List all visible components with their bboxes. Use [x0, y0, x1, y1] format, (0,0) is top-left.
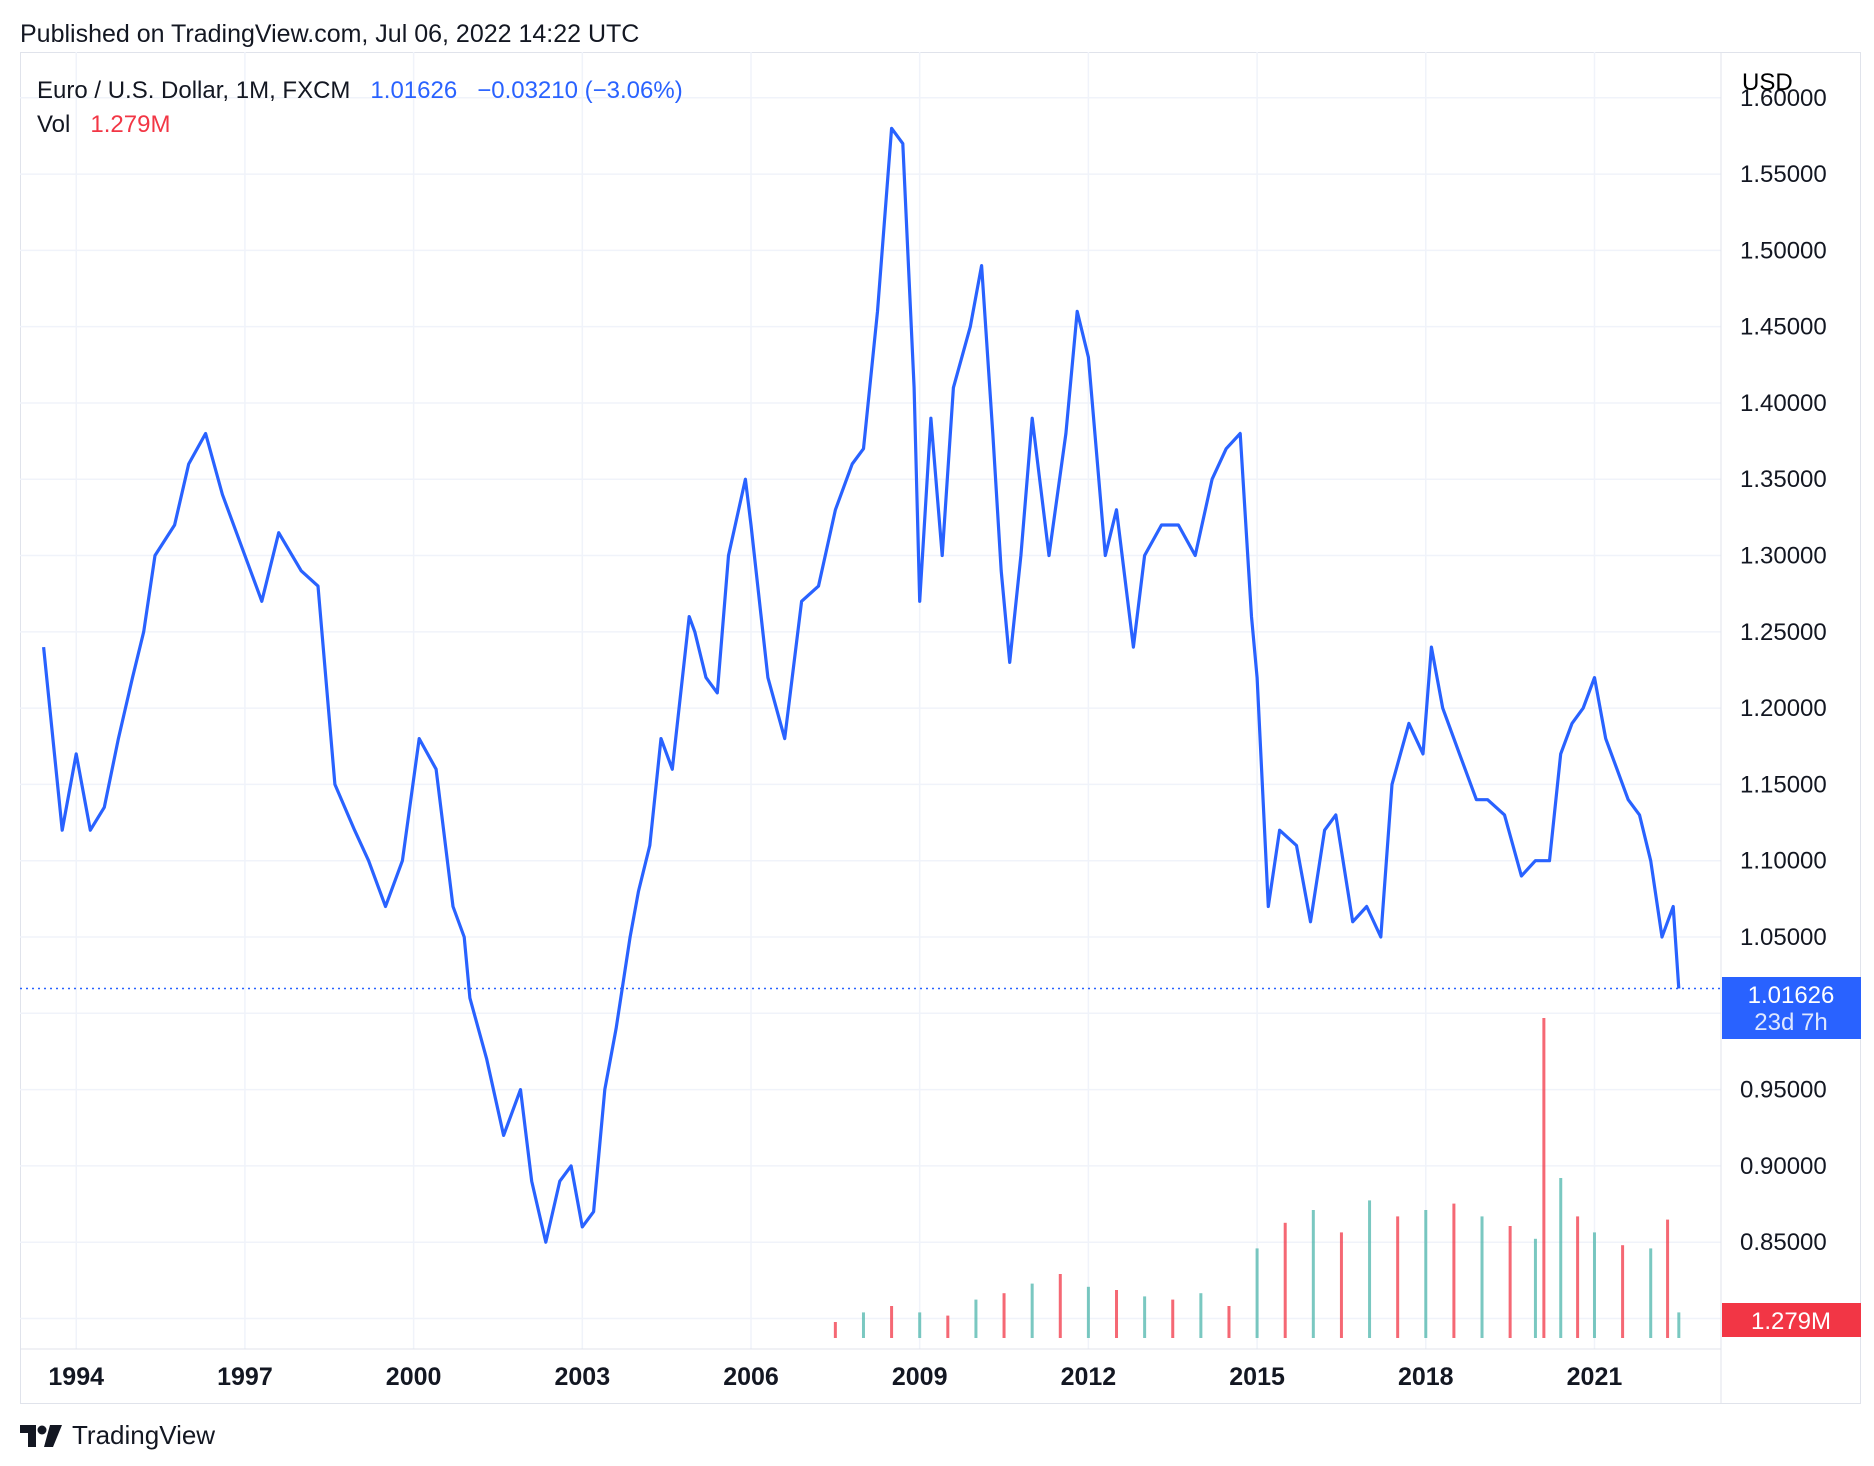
volume-bar [1171, 1299, 1175, 1338]
x-tick-label: 2018 [1398, 1363, 1454, 1391]
chart-frame [20, 52, 1861, 1404]
y-tick-label: 1.35000 [1740, 466, 1827, 493]
volume-bar [1559, 1178, 1563, 1338]
symbol-name: Euro / U.S. Dollar, 1M, FXCM [37, 77, 351, 104]
volume-bar [1452, 1203, 1456, 1338]
volume-bar [1086, 1286, 1090, 1338]
legend-symbol-row: Euro / U.S. Dollar, 1M, FXCM 1.01626 −0.… [37, 77, 683, 105]
volume-bar [1143, 1296, 1147, 1338]
volume-bar [1666, 1219, 1670, 1338]
y-tick-label: 1.25000 [1740, 619, 1827, 646]
countdown-value: 23d 7h [1754, 1009, 1827, 1036]
volume-bar [1199, 1293, 1203, 1338]
grid-vertical [75, 52, 1596, 1349]
y-tick-label: 0.95000 [1740, 1077, 1827, 1104]
tradingview-brand: TradingView [72, 1420, 216, 1450]
volume-bar [974, 1299, 978, 1338]
y-tick-label: 0.85000 [1740, 1229, 1827, 1256]
y-axis-labels: 0.800000.850000.900000.950001.050001.100… [1740, 85, 1827, 1333]
tradingview-logo-icon [20, 1424, 62, 1447]
y-tick-label: 1.15000 [1740, 771, 1827, 798]
volume-bar [890, 1306, 894, 1338]
x-axis-labels: 1994 1997 2000 2003 2006 2009 2012 2015 2018 2021 [48, 1363, 1622, 1391]
volume-bar [1368, 1200, 1372, 1338]
volume-bar [1533, 1238, 1537, 1338]
vol-label: Vol [37, 111, 71, 138]
volume-bar [1030, 1283, 1034, 1338]
volume-bar [1283, 1222, 1287, 1338]
volume-bar [1058, 1274, 1062, 1338]
x-tick-label: 1997 [217, 1363, 273, 1391]
volume-bars [833, 1018, 1681, 1338]
volume-bar [1115, 1290, 1119, 1338]
volume-bar [1255, 1248, 1259, 1338]
x-tick-label: 2012 [1061, 1363, 1117, 1391]
volume-bar [946, 1315, 950, 1338]
price-series-line [42, 126, 1681, 1244]
y-tick-label: 1.45000 [1740, 314, 1827, 341]
grid-horizontal [20, 97, 1721, 1320]
x-tick-label: 2000 [386, 1363, 442, 1391]
volume-bar [1480, 1216, 1484, 1338]
x-tick-label: 2009 [892, 1363, 948, 1391]
y-tick-label: 1.30000 [1740, 543, 1827, 570]
x-tick-label: 2003 [555, 1363, 611, 1391]
volume-bar [1576, 1216, 1580, 1338]
volume-bar [1621, 1245, 1625, 1338]
volume-bar [918, 1312, 922, 1338]
volume-bar [1649, 1248, 1653, 1338]
volume-badge-value: 1.279M [1751, 1308, 1831, 1335]
x-tick-label: 2021 [1567, 1363, 1623, 1391]
y-tick-label: 1.60000 [1740, 85, 1827, 112]
last-value: 1.01626 [370, 77, 458, 104]
published-note: Published on TradingView.com, Jul 06, 20… [20, 20, 640, 48]
volume-bar [1592, 1232, 1596, 1338]
change-value: −0.03210 (−3.06%) [477, 77, 683, 104]
volume-bar [833, 1322, 837, 1338]
x-tick-label: 2006 [723, 1363, 779, 1391]
volume-bar [1227, 1306, 1231, 1338]
volume-badge [1722, 1303, 1861, 1337]
y-tick-label: 1.05000 [1740, 924, 1827, 951]
y-tick-label: 1.50000 [1740, 237, 1827, 264]
tradingview-branding[interactable]: TradingView [20, 1420, 215, 1451]
vol-value: 1.279M [90, 111, 171, 138]
y-tick-label: 1.40000 [1740, 390, 1827, 417]
last-price-value: 1.01626 [1748, 982, 1835, 1009]
volume-bar [1542, 1018, 1546, 1338]
volume-bar [1396, 1216, 1400, 1338]
volume-bar [1339, 1232, 1343, 1338]
volume-bar [1002, 1293, 1006, 1338]
volume-bar [1424, 1210, 1428, 1338]
y-tick-label: 1.10000 [1740, 848, 1827, 875]
x-tick-label: 2015 [1229, 1363, 1285, 1391]
volume-bar [1311, 1210, 1315, 1338]
x-tick-label: 1994 [48, 1363, 104, 1391]
y-tick-label: 1.55000 [1740, 161, 1827, 188]
volume-bar [861, 1312, 865, 1338]
y-tick-label: 1.20000 [1740, 695, 1827, 722]
y-tick-label: 0.90000 [1740, 1153, 1827, 1180]
volume-bar [1508, 1226, 1512, 1338]
currency-label: USD [1742, 69, 1793, 96]
legend-volume-row: Vol 1.279M [37, 111, 170, 139]
volume-bar [1677, 1312, 1681, 1338]
last-price-badge [1722, 977, 1861, 1039]
